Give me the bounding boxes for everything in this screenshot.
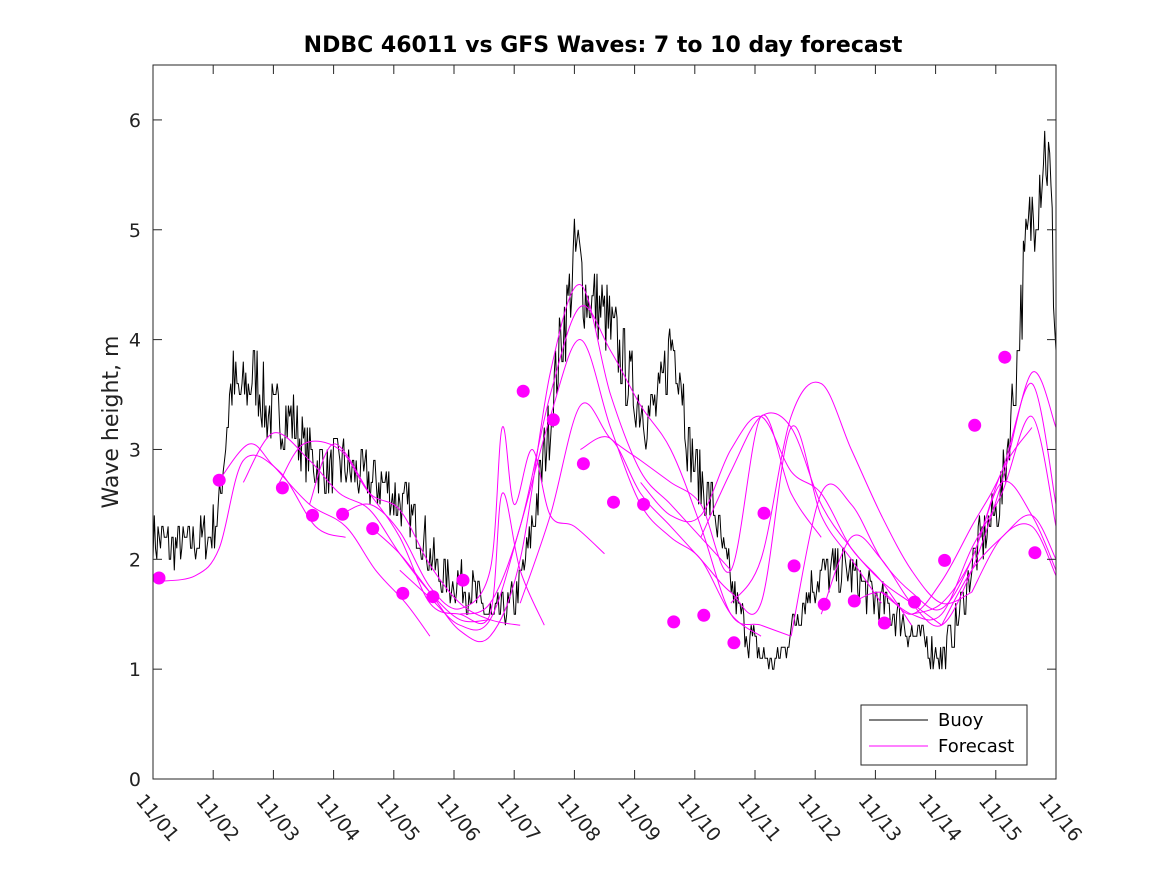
forecast-marker — [998, 350, 1012, 364]
x-tick-label: 11/03 — [252, 790, 304, 846]
x-tick-label: 11/16 — [1034, 790, 1086, 846]
forecast-marker — [787, 559, 801, 573]
legend-box — [860, 704, 1028, 766]
forecast-run-line-21 — [971, 523, 1056, 593]
forecast-marker — [938, 553, 952, 567]
forecast-marker — [212, 473, 226, 487]
y-tick-label: 0 — [129, 769, 141, 791]
x-tick-label: 11/12 — [793, 790, 845, 846]
forecast-run-line-9 — [459, 305, 792, 637]
forecast-marker — [968, 418, 982, 432]
y-axis-ticks: 0 1 2 3 4 5 6 — [129, 110, 1056, 791]
forecast-run-line-15 — [790, 427, 1033, 637]
y-tick-label: 6 — [129, 110, 141, 132]
forecast-marker — [366, 522, 380, 536]
y-tick-label: 5 — [129, 220, 141, 242]
forecast-run-line-13 — [700, 412, 942, 626]
y-tick-label: 1 — [129, 659, 141, 681]
x-tick-label: 11/07 — [492, 790, 544, 846]
forecast-run-line-11 — [580, 425, 882, 615]
forecast-marker — [456, 573, 470, 587]
y-tick-label: 3 — [129, 439, 141, 461]
x-tick-label: 11/08 — [553, 790, 605, 846]
forecast-run-line-1 — [158, 454, 346, 582]
forecast-marker — [697, 608, 711, 622]
x-tick-label: 11/14 — [914, 790, 966, 846]
forecast-marker — [396, 586, 410, 600]
forecast-run-line-20 — [941, 514, 1056, 626]
forecast-run-line-17 — [851, 383, 1056, 615]
forecast-run-line-4 — [278, 440, 521, 626]
y-axis-label: Wave height, m — [99, 336, 124, 509]
forecast-series-layer — [158, 284, 1056, 643]
forecast-marker — [757, 506, 771, 520]
forecast-marker — [275, 481, 289, 495]
forecast-marker — [637, 497, 651, 511]
forecast-marker — [576, 457, 590, 471]
forecast-run-line-16 — [820, 371, 1056, 627]
buoy-line — [153, 130, 1056, 670]
buoy-series-layer — [153, 130, 1056, 670]
forecast-marker — [817, 597, 831, 611]
forecast-marker — [426, 590, 440, 604]
x-tick-label: 11/05 — [372, 790, 424, 846]
x-tick-label: 11/11 — [733, 790, 785, 846]
forecast-marker — [727, 636, 741, 650]
x-tick-label: 11/09 — [613, 790, 665, 846]
x-tick-label: 11/15 — [974, 790, 1026, 846]
x-tick-label: 11/02 — [191, 790, 243, 846]
x-tick-label: 11/13 — [854, 790, 906, 846]
chart-title: NDBC 46011 vs GFS Waves: 7 to 10 day for… — [304, 33, 903, 58]
forecast-run-line-14 — [730, 381, 972, 605]
forecast-marker — [516, 384, 530, 398]
forecast-marker — [607, 495, 620, 509]
y-tick-label: 4 — [129, 330, 141, 352]
forecast-marker — [336, 507, 350, 521]
plot-area-frame — [152, 64, 1057, 780]
forecast-marker — [546, 413, 560, 427]
forecast-marker — [306, 508, 319, 522]
legend-forecast-label: Forecast — [938, 736, 1014, 757]
forecast-marker — [908, 595, 921, 609]
legend-buoy-label: Buoy — [938, 710, 984, 731]
forecast-marker — [667, 615, 681, 629]
legend: Buoy Forecast — [860, 704, 1028, 766]
forecast-marker — [847, 594, 861, 608]
forecast-run-line-19 — [911, 480, 1056, 615]
x-tick-label: 11/04 — [312, 790, 364, 846]
forecast-run-line-5 — [309, 443, 545, 626]
forecast-run-line-2 — [218, 443, 431, 637]
y-tick-label: 2 — [129, 549, 141, 571]
forecast-marker — [1028, 546, 1042, 560]
x-tick-label: 11/01 — [131, 790, 183, 846]
forecast-marker-layer — [152, 350, 1042, 650]
forecast-marker — [877, 616, 891, 630]
x-tick-label: 11/10 — [673, 790, 725, 846]
x-tick-label: 11/06 — [432, 790, 484, 846]
forecast-marker — [152, 571, 166, 585]
forecast-run-line-10 — [519, 402, 822, 604]
